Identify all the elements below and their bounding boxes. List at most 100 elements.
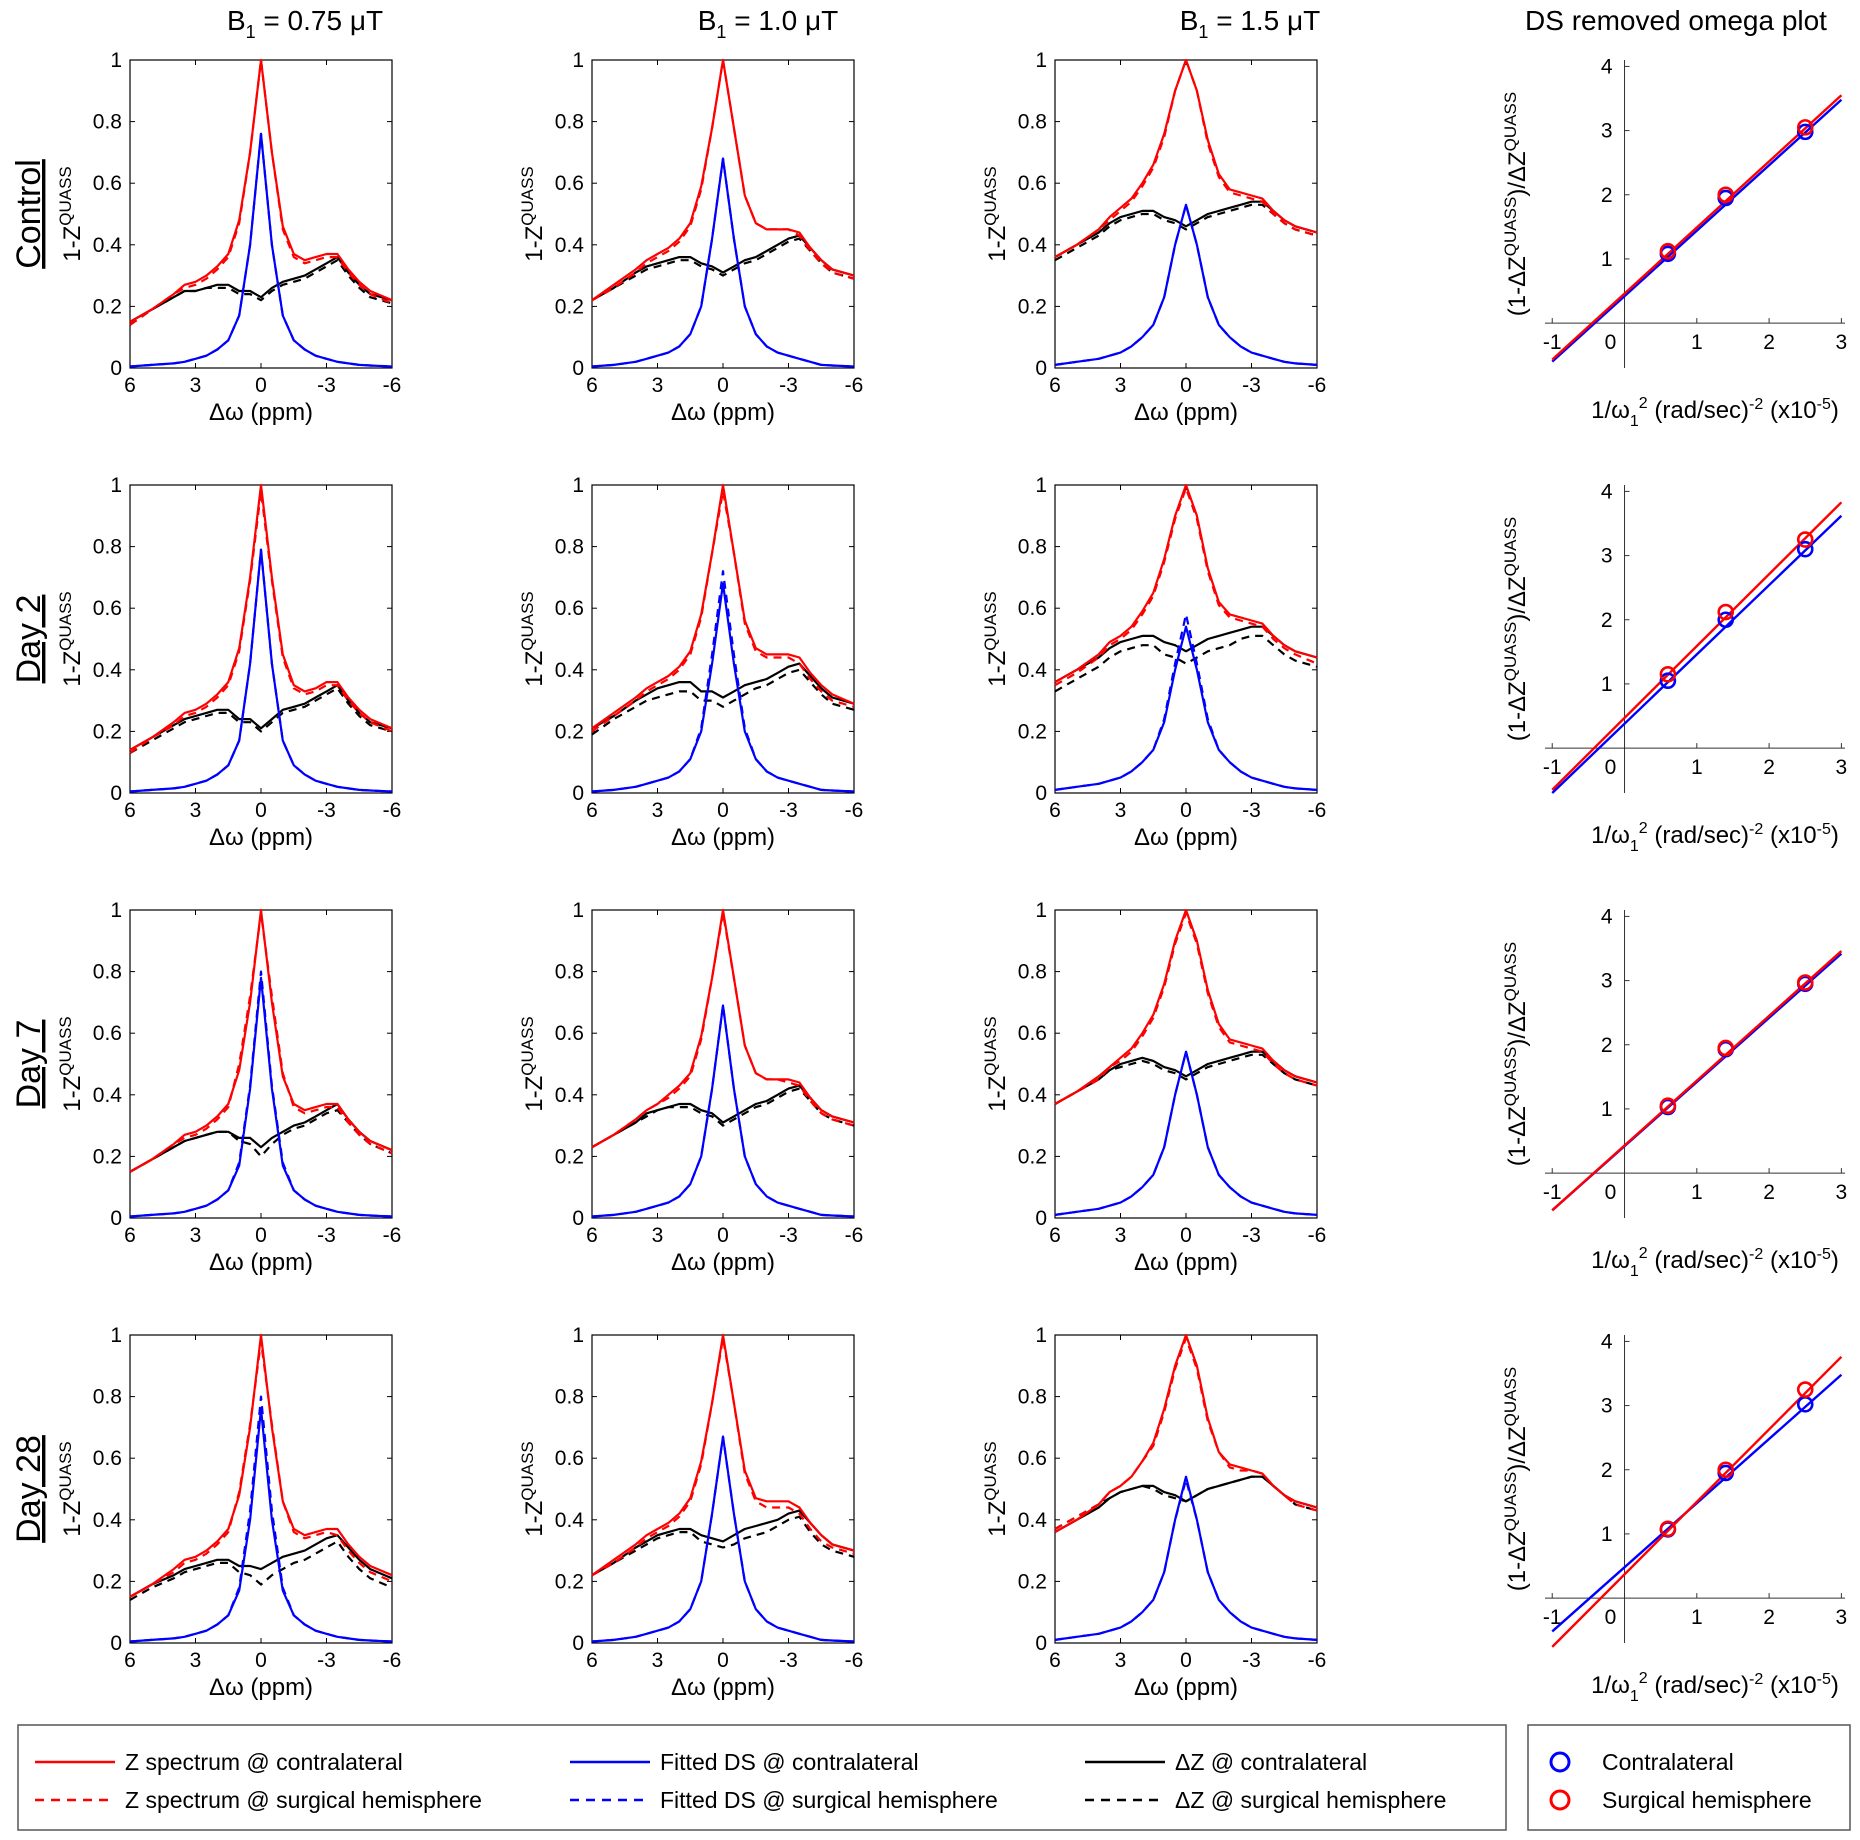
column-title-b1-10: B1 = 1.0 μT: [698, 5, 839, 42]
y-tick-label: 1: [572, 1324, 584, 1347]
x-tick-label: -3: [1242, 799, 1261, 822]
omega-y-axis-title-part: QUASS: [1501, 92, 1520, 152]
y-axis-title: 1-ZQUASS: [518, 166, 548, 262]
axes-box: [591, 909, 855, 1219]
ds-surgical-line: [129, 548, 393, 793]
z-contralateral-line: [1054, 58, 1318, 259]
y-tick-label: 1: [1601, 1523, 1613, 1546]
x-tick-label: 3: [652, 374, 664, 397]
dz-surgical-line: [591, 1515, 855, 1577]
ds-surgical-line: [129, 1395, 393, 1643]
omega-x-axis-title-part: 2: [1639, 395, 1648, 412]
y-tick-label: 2: [1601, 184, 1613, 207]
omega-y-axis-title-part: QUASS: [1501, 622, 1520, 682]
x-tick-label: -3: [779, 1224, 798, 1247]
omega-y-axis-title-part: QUASS: [1501, 197, 1520, 257]
omega-y-axis-title-part: (1-ΔZ: [1504, 681, 1531, 741]
contralateral-point: [1659, 672, 1677, 690]
y-tick-label: 0.8: [1018, 111, 1047, 134]
omega-x-axis-title-part: -2: [1749, 1246, 1763, 1263]
y-tick-label: 2: [1601, 1034, 1613, 1057]
y-tick-label: 0.2: [93, 1145, 122, 1168]
omega-y-axis-title-part: QUASS: [1501, 517, 1520, 577]
x-tick-label: -1: [1543, 756, 1562, 779]
y-tick-label: 0.8: [555, 1386, 584, 1409]
spectrum-panel: 6 3 0 -3 -6 0 0.2 0.4 0.6 0.8 1 Δω (ppm) 1-ZQUASS: [518, 49, 863, 426]
y-tick-label: 0.4: [1018, 1084, 1048, 1107]
y-tick-label: 0.8: [555, 961, 584, 984]
y-tick-label: 0.2: [93, 1570, 122, 1593]
y-axis-title-sup: QUASS: [56, 591, 75, 651]
y-tick-label: 0.6: [1018, 172, 1047, 195]
column-title-omega: DS removed omega plot: [1525, 5, 1827, 36]
omega-y-axis-title: (1-ΔZQUASS)/ΔZQUASS: [1501, 92, 1531, 316]
y-axis-title: 1-ZQUASS: [981, 1441, 1011, 1537]
omega-x-axis-title-part: -5: [1817, 821, 1831, 838]
y-tick-label: 0: [110, 1632, 122, 1655]
x-tick-label: 6: [586, 799, 598, 822]
x-tick-label: 6: [586, 1649, 598, 1672]
y-tick-label: 0: [110, 782, 122, 805]
omega-y-axis-title: (1-ΔZQUASS)/ΔZQUASS: [1501, 517, 1531, 741]
legend-label: Contralateral: [1602, 1749, 1734, 1775]
dz-surgical-line: [129, 1540, 393, 1601]
omega-x-axis-title-part: (rad/sec): [1648, 397, 1749, 424]
y-tick-label: 0.6: [555, 1022, 584, 1045]
y-tick-label: 1: [1035, 1324, 1047, 1347]
x-tick-label: -3: [317, 374, 336, 397]
y-tick-label: 0.8: [93, 961, 122, 984]
y-tick-label: 0.6: [93, 1447, 122, 1470]
y-tick-label: 0.8: [93, 111, 122, 134]
x-tick-label: 3: [1115, 374, 1127, 397]
x-axis-title: Δω (ppm): [1134, 824, 1238, 851]
x-tick-label: 3: [1836, 1181, 1848, 1204]
ds-surgical-line: [129, 132, 393, 368]
column-title-b1-15: B1 = 1.5 μT: [1180, 5, 1321, 42]
x-tick-label: 3: [1115, 799, 1127, 822]
y-tick-label: 0: [572, 357, 584, 380]
y-tick-label: 0.4: [1018, 234, 1048, 257]
y-axis-title-sup: QUASS: [56, 166, 75, 226]
x-axis-title: Δω (ppm): [671, 1674, 775, 1701]
y-axis-title: 1-ZQUASS: [518, 1016, 548, 1112]
x-tick-label: -6: [383, 799, 402, 822]
contralateral-point: [1796, 1396, 1814, 1413]
surgical-point: [1717, 603, 1735, 621]
x-tick-label: -6: [383, 374, 402, 397]
y-axis-title-main: 1-Z: [59, 1076, 86, 1112]
legend-marker: [1549, 1751, 1571, 1773]
y-axis-title-sup: QUASS: [56, 1441, 75, 1501]
ds-surgical-line: [129, 970, 393, 1218]
y-tick-label: 4: [1601, 905, 1613, 928]
omega-x-axis-title-part: ): [1831, 1247, 1839, 1274]
x-tick-label: -6: [845, 1649, 864, 1672]
y-tick-label: 0.2: [555, 1570, 584, 1593]
row-title-1: Day 2: [10, 595, 48, 684]
surgical-point: [1717, 1039, 1735, 1057]
y-axis-title-sup: QUASS: [981, 591, 1000, 651]
x-axis-title: Δω (ppm): [671, 399, 775, 426]
y-tick-label: 0.6: [1018, 597, 1047, 620]
omega-x-axis-title-part: 2: [1639, 820, 1648, 837]
y-tick-label: 0.6: [93, 597, 122, 620]
omega-x-axis-title: 1/ω12 (rad/sec)-2 (x10-5): [1591, 1670, 1839, 1705]
surgical-point: [1659, 665, 1677, 683]
z-contralateral-line: [591, 483, 855, 730]
y-tick-label: 0.6: [555, 597, 584, 620]
y-axis-title-sup: QUASS: [518, 591, 537, 651]
y-axis-title: 1-ZQUASS: [981, 166, 1011, 262]
z-contralateral-line: [129, 58, 393, 323]
ds-contralateral-line: [129, 976, 393, 1218]
y-tick-label: 0: [110, 357, 122, 380]
x-tick-label: -3: [779, 799, 798, 822]
dz-contralateral-line: [591, 1509, 855, 1577]
x-tick-label: 0: [255, 374, 267, 397]
y-axis-title-sup: QUASS: [981, 166, 1000, 226]
omega-y-axis-title-part: QUASS: [1501, 942, 1520, 1002]
x-tick-label: 6: [586, 374, 598, 397]
dz-contralateral-line: [129, 256, 393, 323]
spectrum-panel: 6 3 0 -3 -6 0 0.2 0.4 0.6 0.8 1 Δω (ppm) 1-ZQUASS: [981, 1324, 1326, 1701]
y-axis-title: 1-ZQUASS: [56, 1441, 86, 1537]
